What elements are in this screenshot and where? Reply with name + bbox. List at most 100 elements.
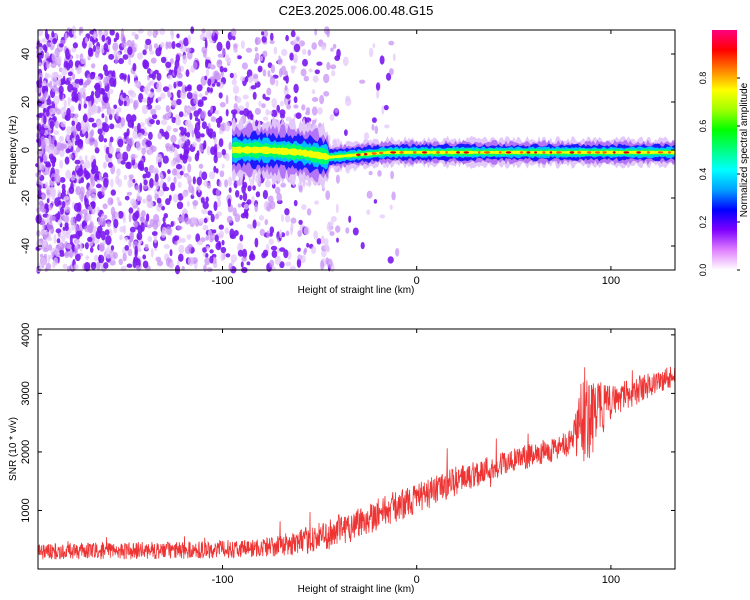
noise-blob bbox=[168, 143, 175, 154]
noise-blob bbox=[128, 174, 134, 179]
noise-blob bbox=[44, 72, 48, 80]
noise-blob bbox=[246, 261, 251, 266]
noise-blob bbox=[143, 179, 148, 186]
noise-blob bbox=[119, 226, 126, 233]
noise-blob bbox=[41, 164, 45, 173]
noise-blob bbox=[103, 162, 108, 169]
noise-blob bbox=[298, 185, 303, 193]
noise-blob bbox=[108, 145, 114, 155]
noise-blob bbox=[112, 251, 118, 260]
noise-blob bbox=[184, 217, 191, 225]
noise-blob bbox=[300, 68, 307, 77]
noise-blob bbox=[352, 227, 359, 236]
signal-peak bbox=[623, 151, 630, 154]
noise-blob bbox=[387, 256, 394, 264]
noise-blob bbox=[254, 37, 261, 45]
noise-blob bbox=[276, 192, 283, 202]
noise-blob bbox=[105, 248, 111, 252]
noise-blob bbox=[255, 191, 261, 198]
noise-blob bbox=[150, 248, 154, 258]
noise-blob bbox=[376, 89, 380, 99]
noise-blob bbox=[178, 244, 185, 254]
noise-blob bbox=[67, 71, 73, 77]
noise-blob bbox=[269, 259, 275, 268]
noise-blob bbox=[304, 117, 312, 123]
noise-blob bbox=[75, 122, 82, 132]
noise-blob bbox=[139, 182, 143, 193]
noise-blob bbox=[137, 28, 144, 34]
noise-blob bbox=[372, 43, 376, 49]
noise-blob bbox=[56, 79, 62, 86]
noise-blob bbox=[167, 89, 171, 98]
noise-blob bbox=[200, 110, 207, 119]
noise-blob bbox=[159, 42, 165, 48]
noise-blob bbox=[368, 170, 373, 176]
noise-blob bbox=[258, 100, 262, 107]
noise-blob bbox=[246, 69, 253, 78]
noise-blob bbox=[176, 89, 182, 99]
noise-blob bbox=[332, 43, 337, 49]
noise-blob bbox=[344, 129, 348, 137]
noise-blob bbox=[225, 109, 229, 117]
noise-blob bbox=[155, 119, 161, 126]
noise-blob bbox=[234, 213, 241, 223]
noise-blob bbox=[113, 104, 118, 110]
noise-blob bbox=[89, 30, 95, 35]
noise-blob bbox=[77, 91, 83, 102]
noise-blob bbox=[43, 253, 48, 259]
noise-blob bbox=[316, 61, 323, 66]
noise-blob bbox=[44, 229, 48, 235]
spectrogram-noise bbox=[35, 25, 400, 275]
noise-blob bbox=[306, 208, 312, 216]
noise-blob bbox=[173, 128, 178, 133]
noise-blob bbox=[242, 248, 248, 259]
noise-blob bbox=[384, 124, 390, 129]
noise-blob bbox=[69, 234, 73, 244]
noise-blob bbox=[298, 219, 303, 225]
noise-blob bbox=[203, 264, 207, 273]
noise-blob bbox=[115, 32, 120, 41]
noise-blob bbox=[93, 84, 101, 89]
noise-blob bbox=[279, 247, 286, 252]
noise-blob bbox=[95, 183, 102, 189]
noise-blob bbox=[66, 126, 72, 135]
noise-blob bbox=[179, 237, 186, 243]
noise-blob bbox=[204, 91, 209, 96]
noise-blob bbox=[177, 181, 182, 188]
noise-blob bbox=[193, 97, 199, 105]
noise-blob bbox=[198, 93, 203, 98]
noise-blob bbox=[103, 262, 109, 269]
noise-blob bbox=[126, 263, 133, 268]
noise-blob bbox=[176, 144, 180, 149]
noise-blob bbox=[326, 246, 330, 253]
noise-blob bbox=[319, 94, 325, 105]
noise-blob bbox=[124, 245, 130, 251]
x-tick-label: 100 bbox=[602, 574, 620, 586]
noise-blob bbox=[252, 91, 257, 100]
noise-blob bbox=[118, 58, 124, 65]
signal-peak bbox=[667, 151, 672, 154]
noise-blob bbox=[120, 117, 126, 127]
signal-peak bbox=[534, 151, 537, 154]
spectrogram-y-label: Frequency (Hz) bbox=[8, 116, 19, 185]
noise-blob bbox=[171, 99, 177, 108]
noise-blob bbox=[170, 58, 174, 64]
noise-blob bbox=[132, 212, 139, 222]
noise-blob bbox=[237, 55, 242, 60]
noise-blob bbox=[250, 85, 257, 90]
noise-blob bbox=[204, 75, 208, 81]
noise-blob bbox=[388, 40, 395, 46]
noise-blob bbox=[261, 252, 267, 259]
noise-blob bbox=[117, 178, 123, 188]
noise-blob bbox=[201, 121, 207, 130]
noise-blob bbox=[156, 81, 162, 91]
noise-blob bbox=[283, 249, 289, 259]
signal-peak bbox=[483, 151, 491, 154]
noise-blob bbox=[114, 123, 121, 128]
noise-blob bbox=[142, 254, 147, 260]
noise-blob bbox=[379, 55, 385, 65]
noise-blob bbox=[101, 113, 105, 119]
noise-blob bbox=[329, 231, 335, 236]
noise-blob bbox=[89, 130, 93, 139]
noise-blob bbox=[89, 246, 94, 253]
